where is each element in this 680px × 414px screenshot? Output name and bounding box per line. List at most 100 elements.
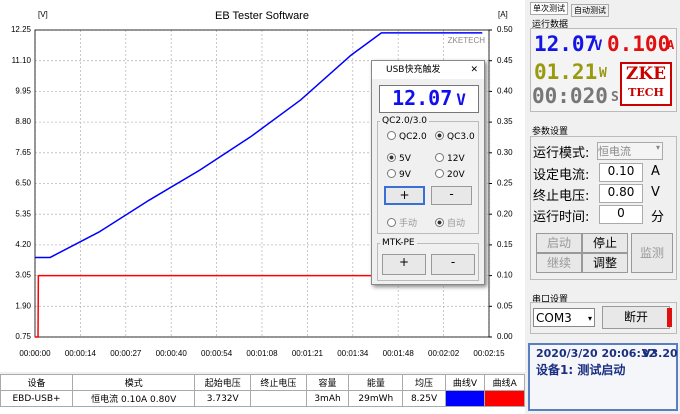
y-tick-label: 11.10 — [12, 56, 32, 65]
serial-group — [530, 302, 677, 334]
button: 启动 — [536, 233, 582, 253]
label: 运行模式: — [533, 146, 590, 161]
mode-select[interactable]: 恒电流 ▾ — [597, 142, 663, 160]
unit: W — [599, 66, 607, 81]
message: 设备1: 测试启动 — [536, 363, 626, 377]
button[interactable]: - — [431, 254, 475, 275]
tab[interactable]: 单次测试 — [530, 2, 568, 15]
input[interactable]: 0.10 — [599, 163, 643, 182]
radio[interactable]: 20V — [435, 169, 465, 180]
label: 设定电流: — [533, 168, 590, 183]
version: V3.20 — [642, 347, 678, 360]
radio[interactable]: QC2.0 — [387, 131, 427, 142]
mtk-group — [377, 243, 479, 281]
input[interactable]: 0 — [599, 205, 643, 224]
x-tick-label: 00:02:02 — [428, 349, 460, 358]
cell: 8.25V — [402, 390, 446, 407]
y2-tick-label: 0.35 — [497, 117, 513, 126]
group-label: 运行数据 — [532, 20, 569, 30]
dialog: USB快充触发 ✕ 12.07 V QC2.0/3.0 QC2.0 QC3.0 5V… — [371, 60, 485, 285]
tab[interactable]: 自动测试 — [571, 4, 609, 17]
display: 12.07 V — [379, 85, 479, 113]
input[interactable]: 0.80 — [599, 184, 643, 203]
y-tick-label: 12.25 — [11, 25, 32, 34]
curve-v-swatch[interactable] — [444, 390, 486, 407]
header-cell: 能量 — [348, 374, 404, 391]
display-value: 12.07 — [392, 86, 453, 110]
radio[interactable]: 12V — [435, 153, 465, 164]
y-tick-label: 5.35 — [15, 209, 31, 218]
voltage: 12.07 — [534, 32, 598, 56]
x-tick-label: 00:02:15 — [473, 349, 505, 358]
x-tick-label: 00:00:14 — [65, 349, 97, 358]
y2-tick-label: 0.50 — [497, 25, 513, 34]
y2-tick-label: 0.45 — [497, 56, 513, 65]
button[interactable]: 停止 — [582, 233, 628, 253]
cell: 3.732V — [194, 390, 252, 407]
y2-tick-label: 0.05 — [497, 301, 513, 310]
logo-text: TECH — [628, 86, 664, 99]
unit: A — [651, 164, 660, 179]
header-cell: 模式 — [72, 374, 196, 391]
curve-a-swatch[interactable] — [484, 390, 525, 407]
x-tick-label: 00:00:00 — [19, 349, 51, 358]
radio[interactable]: 9V — [387, 169, 411, 180]
unit: V — [651, 185, 660, 200]
label: 运行时间: — [533, 210, 590, 225]
param-group — [530, 136, 677, 280]
side-panel: 单次测试 自动测试 运行数据 12.07 V 0.100 A 01.21 W 0… — [527, 0, 680, 414]
cell — [250, 390, 307, 407]
y-tick-label: 4.20 — [15, 240, 31, 249]
table: 设备 模式 起始电压 终止电压 容量 能量 均压 曲线V 曲线A EBD-USB+ 恒电流 0.… — [0, 374, 525, 407]
unit: 分 — [651, 210, 665, 225]
x-tick-label: 00:01:21 — [292, 349, 324, 358]
value: 恒电流 — [598, 145, 631, 158]
button[interactable]: + — [382, 254, 426, 275]
value: COM3 — [536, 311, 572, 325]
y-tick-label: 8.80 — [15, 117, 31, 126]
label: 终止电压: — [533, 189, 590, 204]
current: 0.100 — [607, 32, 671, 56]
radio[interactable]: QC3.0 — [435, 131, 475, 142]
button[interactable]: 断开 — [602, 306, 670, 329]
x-tick-label: 00:01:08 — [246, 349, 278, 358]
unit: S — [611, 90, 619, 105]
button[interactable]: + — [384, 186, 425, 205]
header-cell: 均压 — [402, 374, 446, 391]
series-line — [35, 274, 483, 338]
header-cell: 容量 — [305, 374, 350, 391]
y2-axis-label: [A] — [498, 10, 508, 19]
cell: 恒电流 0.10A 0.80V — [72, 390, 196, 407]
close[interactable]: ✕ — [470, 65, 478, 75]
y2-tick-label: 0.20 — [497, 209, 513, 218]
radio[interactable]: 5V — [387, 153, 411, 164]
x-tick-label: 00:01:34 — [337, 349, 369, 358]
series-line — [35, 32, 483, 259]
cell: 3mAh — [305, 390, 350, 407]
x-tick-label: 00:00:54 — [201, 349, 233, 358]
button: 继续 — [536, 253, 582, 273]
datetime: 2020/3/20 20:06:32 — [536, 347, 657, 360]
port-select[interactable]: COM3 ▾ — [533, 308, 595, 327]
group-label: QC2.0/3.0 — [380, 116, 430, 126]
header-row: 设备 模式 起始电压 终止电压 容量 能量 均压 曲线V 曲线A — [0, 374, 525, 391]
header-cell: 终止电压 — [250, 374, 307, 391]
chart-title: EB Tester Software — [215, 10, 309, 22]
y2-tick-label: 0.10 — [497, 271, 513, 280]
button[interactable]: - — [431, 186, 472, 205]
dialog-titlebar: USB快充触发 ✕ — [372, 61, 484, 79]
button[interactable]: 调整 — [582, 253, 628, 273]
y-tick-label: 3.05 — [15, 271, 31, 280]
y-tick-label: 6.50 — [15, 179, 31, 188]
y-axis-label: [V] — [38, 10, 48, 19]
y-tick-label: 0.75 — [15, 332, 31, 341]
header-cell: 曲线V — [444, 374, 486, 391]
radio: 手动 — [387, 216, 417, 229]
cell: 29mWh — [348, 390, 404, 407]
x-tick-label: 00:01:48 — [383, 349, 415, 358]
y-tick-label: 9.95 — [15, 87, 31, 96]
header-cell: 设备 — [0, 374, 74, 391]
unit: A — [667, 38, 675, 52]
group-label: MTK-PE — [380, 238, 417, 248]
radio: 自动 — [435, 216, 465, 229]
